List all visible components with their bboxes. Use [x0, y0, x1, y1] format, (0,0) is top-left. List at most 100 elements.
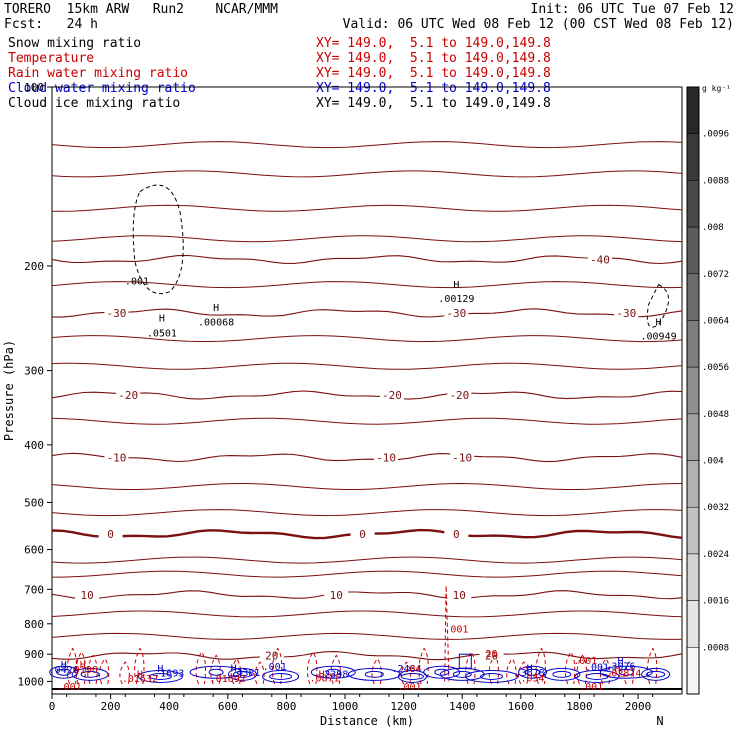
- annotation-label: H: [61, 660, 67, 671]
- isotherm: [51, 632, 683, 640]
- rain-contour: [488, 654, 500, 685]
- colorbar-label: .0024: [702, 550, 729, 560]
- cloud-water-contour: [262, 669, 300, 683]
- isotherm-label--10: -10: [376, 451, 396, 464]
- isotherm: [51, 417, 683, 425]
- cloud-water-contour: [574, 669, 620, 683]
- annotation-label: H: [527, 663, 533, 674]
- header-line2-right: Valid: 06 UTC Wed 08 Feb 12 (00 CST Wed …: [342, 17, 734, 32]
- field-name-cloud-water: Cloud water mixing ratio: [8, 81, 196, 96]
- rain-contour: [465, 650, 476, 685]
- annotation-label: .2464: [392, 664, 422, 675]
- field-xy-temperature: XY= 149.0, 5.1 to 149.0,149.8: [316, 51, 551, 66]
- colorbar-level: [686, 180, 700, 228]
- isotherm-label-10: 10: [453, 589, 466, 602]
- annotation-label: .001: [397, 682, 421, 693]
- x-tick-label: 400: [159, 700, 179, 713]
- rain-contour: [271, 647, 283, 685]
- colorbar-level: [686, 86, 700, 134]
- colorbar-frame: [686, 86, 700, 695]
- cloud-water-contour: [552, 670, 572, 678]
- colorbar-level: [686, 320, 700, 368]
- isotherm-label-bg: [587, 253, 612, 266]
- cloud-water-contour: [452, 670, 472, 678]
- cloud-water-contour: [80, 670, 100, 678]
- cloud-water-contour: [56, 668, 72, 676]
- cloud-water-contour: [148, 672, 172, 680]
- isotherm: [51, 335, 683, 343]
- colorbar-label: .004: [702, 457, 724, 467]
- cloud-water-contour: [525, 668, 541, 676]
- cloud-water-contour: [364, 670, 384, 678]
- colorbar-unit: g kg⁻¹: [702, 84, 731, 93]
- isotherm: [51, 610, 683, 618]
- rain-contour: [306, 650, 318, 685]
- isotherm-label-bg: [116, 389, 141, 402]
- colorbar-label: .0016: [702, 597, 729, 607]
- cloud-water-contour: [137, 669, 183, 683]
- isotherm: [52, 570, 683, 578]
- annotation-label: H: [656, 318, 662, 329]
- cloud-water-contour: [458, 653, 472, 669]
- isotherm-label-bg: [444, 306, 469, 319]
- y-tick-label: 700: [24, 583, 44, 596]
- annotation-label: H: [80, 660, 86, 671]
- isotherm: [52, 204, 683, 212]
- y-tick-label: 100: [24, 81, 44, 94]
- annotation-label: .001: [573, 656, 597, 667]
- rain-contour-spike: [444, 585, 450, 682]
- rain-contour: [134, 647, 145, 685]
- cloud-water-contour: [646, 670, 666, 678]
- y-axis-title: Pressure (hPa): [2, 340, 16, 441]
- y-tick-label: 200: [24, 260, 44, 273]
- rain-contour: [210, 654, 221, 685]
- annotation-label: .4381: [230, 668, 260, 679]
- colorbar-label: .0072: [702, 270, 729, 280]
- isotherm-label-bg: [450, 451, 475, 464]
- field-xy-cloud-ice: XY= 149.0, 5.1 to 149.0,149.8: [316, 96, 551, 111]
- cloud-water-contour: [347, 667, 401, 681]
- isotherm-label--30: -30: [446, 307, 466, 320]
- annotation-label: .1693: [154, 669, 184, 680]
- annotation-label: 20: [486, 649, 498, 660]
- colorbar-level: [686, 553, 700, 601]
- x-tick-label: 600: [218, 700, 238, 713]
- rain-contour: [564, 650, 576, 685]
- colorbar-label: .0096: [702, 130, 729, 140]
- isotherm-label-bg: [350, 528, 375, 541]
- cloud-water-contour: [423, 665, 461, 679]
- isotherm-label-bg: [104, 451, 129, 464]
- field-name-snow: Snow mixing ratio: [8, 36, 142, 51]
- isotherm-label-bg: [444, 528, 469, 541]
- annotation-label: .01692: [210, 674, 246, 685]
- y-tick-label: 1000: [18, 675, 45, 688]
- isotherm: [51, 482, 683, 490]
- colorbar-label: .0032: [702, 503, 729, 513]
- x-tick-label: 2000: [625, 700, 652, 713]
- isotherm-label-10: 10: [81, 589, 94, 602]
- colorbar-label: .0056: [702, 363, 729, 373]
- cloud-water-contour: [641, 667, 671, 681]
- y-tick-label: 900: [24, 648, 44, 661]
- annotation-label: H: [617, 657, 623, 668]
- isotherm--40: [51, 254, 683, 265]
- annotation-label: .3678: [515, 668, 545, 679]
- annotation-label: .001: [585, 662, 609, 673]
- field-name-temperature: Temperature: [8, 51, 95, 66]
- rain-contour: [98, 657, 110, 685]
- isotherm-10: [51, 590, 683, 600]
- isotherm--10: [51, 452, 683, 463]
- y-tick-label: 400: [24, 439, 44, 452]
- isotherm-label-bg: [374, 451, 399, 464]
- field-xy-cloud-water: XY= 149.0, 5.1 to 149.0,149.8: [316, 81, 551, 96]
- direction-right: N: [656, 714, 663, 728]
- isotherm: [51, 170, 683, 178]
- rain-contour: [371, 657, 382, 685]
- annotation-label: .054: [521, 673, 545, 684]
- colorbar-label: .0088: [702, 176, 729, 186]
- colorbar-level: [686, 506, 700, 555]
- isotherm-label-bg: [98, 528, 123, 541]
- colorbar-level: [686, 600, 700, 648]
- annotation-label: H: [159, 313, 165, 324]
